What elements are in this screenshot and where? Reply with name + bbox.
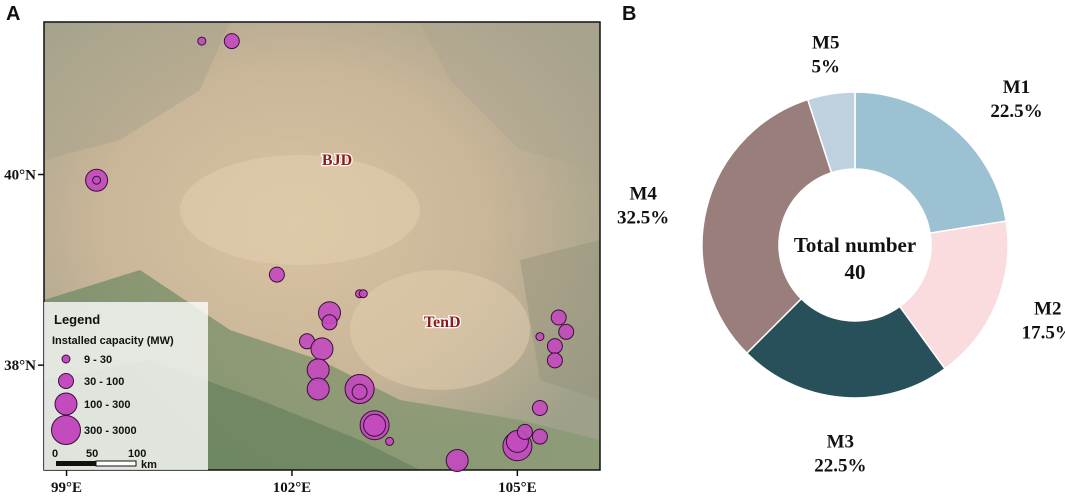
- y-tick-label: 38°N: [4, 358, 36, 374]
- scale-tick-50: 50: [86, 448, 98, 460]
- donut-center-label-line2: 40: [845, 260, 866, 284]
- map-point: [321, 314, 338, 331]
- panel-a-letter: A: [6, 3, 20, 25]
- y-tick-label: 40°N: [4, 168, 36, 184]
- donut-chart: M1 22.5% M2 17.5% M3 22.5% M4 32.5% M5 5% Total n…: [617, 32, 1065, 476]
- region-label-tend: TenD: [424, 314, 461, 331]
- legend-symbol: [58, 373, 74, 389]
- region-label-bjd: BJD: [322, 152, 352, 169]
- slice-percent-m1: 22.5%: [990, 101, 1042, 122]
- slice-percent-m2: 17.5%: [1022, 323, 1065, 344]
- map-point: [550, 309, 567, 326]
- scale-bar: 0 50 100 km: [52, 448, 157, 471]
- map-points: [85, 33, 575, 472]
- donut-slice-m2: [898, 220, 1009, 370]
- donut-labels: M1 22.5% M2 17.5% M3 22.5% M4 32.5% M5 5%: [617, 32, 1065, 476]
- donut-center-label-line1: Total number: [794, 233, 916, 257]
- legend-symbol: [61, 354, 71, 364]
- legend-symbol: [51, 415, 81, 445]
- donut-slice-m5: [806, 91, 856, 174]
- map-point: [351, 383, 368, 400]
- legend-classes: 9 - 30 30 - 100 100 - 300 300 - 3000: [51, 354, 137, 445]
- slice-name-m5: M5: [812, 32, 839, 53]
- slice-name-m4: M4: [629, 183, 657, 204]
- legend-class-label: 9 - 30: [84, 354, 112, 366]
- map-point: [546, 352, 563, 369]
- donut-slice-m3: [745, 297, 946, 399]
- donut-slices: [701, 91, 1009, 399]
- map-point: [531, 400, 548, 416]
- map-point: [546, 338, 563, 355]
- map-point: [92, 175, 102, 185]
- slice-name-m1: M1: [1003, 77, 1030, 98]
- map-axis-ticks: 99°E 102°E 105°E 40°N 38°N: [4, 168, 536, 496]
- scale-tick-100: 100: [128, 448, 146, 460]
- legend-title: Legend: [54, 312, 100, 327]
- legend-class-label: 100 - 300: [84, 399, 130, 411]
- donut-slice-m1: [854, 91, 1007, 234]
- slice-percent-m5: 5%: [811, 56, 840, 77]
- map-point: [516, 423, 533, 440]
- map-frame: [43, 21, 601, 471]
- map-point: [385, 436, 395, 446]
- legend-class-label: 300 - 3000: [84, 425, 137, 437]
- map-point: [358, 289, 368, 299]
- map-point: [310, 337, 334, 361]
- slice-percent-m3: 22.5%: [814, 455, 866, 476]
- x-tick-label: 105°E: [498, 480, 537, 496]
- map-point: [531, 428, 548, 445]
- slice-name-m2: M2: [1034, 299, 1061, 320]
- map-panel: BJD TenD 99°E 102°E 105°E 40°N 38°N Legend In…: [4, 21, 601, 496]
- map-point: [535, 332, 545, 342]
- map-point: [268, 266, 285, 283]
- map-point: [445, 449, 469, 472]
- map-legend: Legend Installed capacity (MW) 9 - 30 30 …: [44, 302, 208, 471]
- map-point: [197, 36, 207, 46]
- map-point: [223, 33, 240, 50]
- region-labels: BJD TenD: [321, 151, 462, 333]
- scale-tick-0: 0: [52, 448, 58, 460]
- slice-percent-m4: 32.5%: [617, 207, 669, 228]
- scale-unit: km: [141, 459, 157, 471]
- legend-class-label: 30 - 100: [84, 376, 124, 388]
- panel-b-letter: B: [622, 3, 636, 25]
- legend-subtitle: Installed capacity (MW): [52, 335, 174, 347]
- slice-name-m3: M3: [827, 431, 854, 452]
- donut-slice-m4: [701, 98, 833, 355]
- x-tick-label: 99°E: [51, 480, 82, 496]
- map-point: [363, 413, 387, 437]
- legend-symbol: [54, 392, 78, 416]
- map-point: [558, 323, 575, 340]
- x-tick-label: 102°E: [273, 480, 312, 496]
- map-point: [306, 377, 330, 401]
